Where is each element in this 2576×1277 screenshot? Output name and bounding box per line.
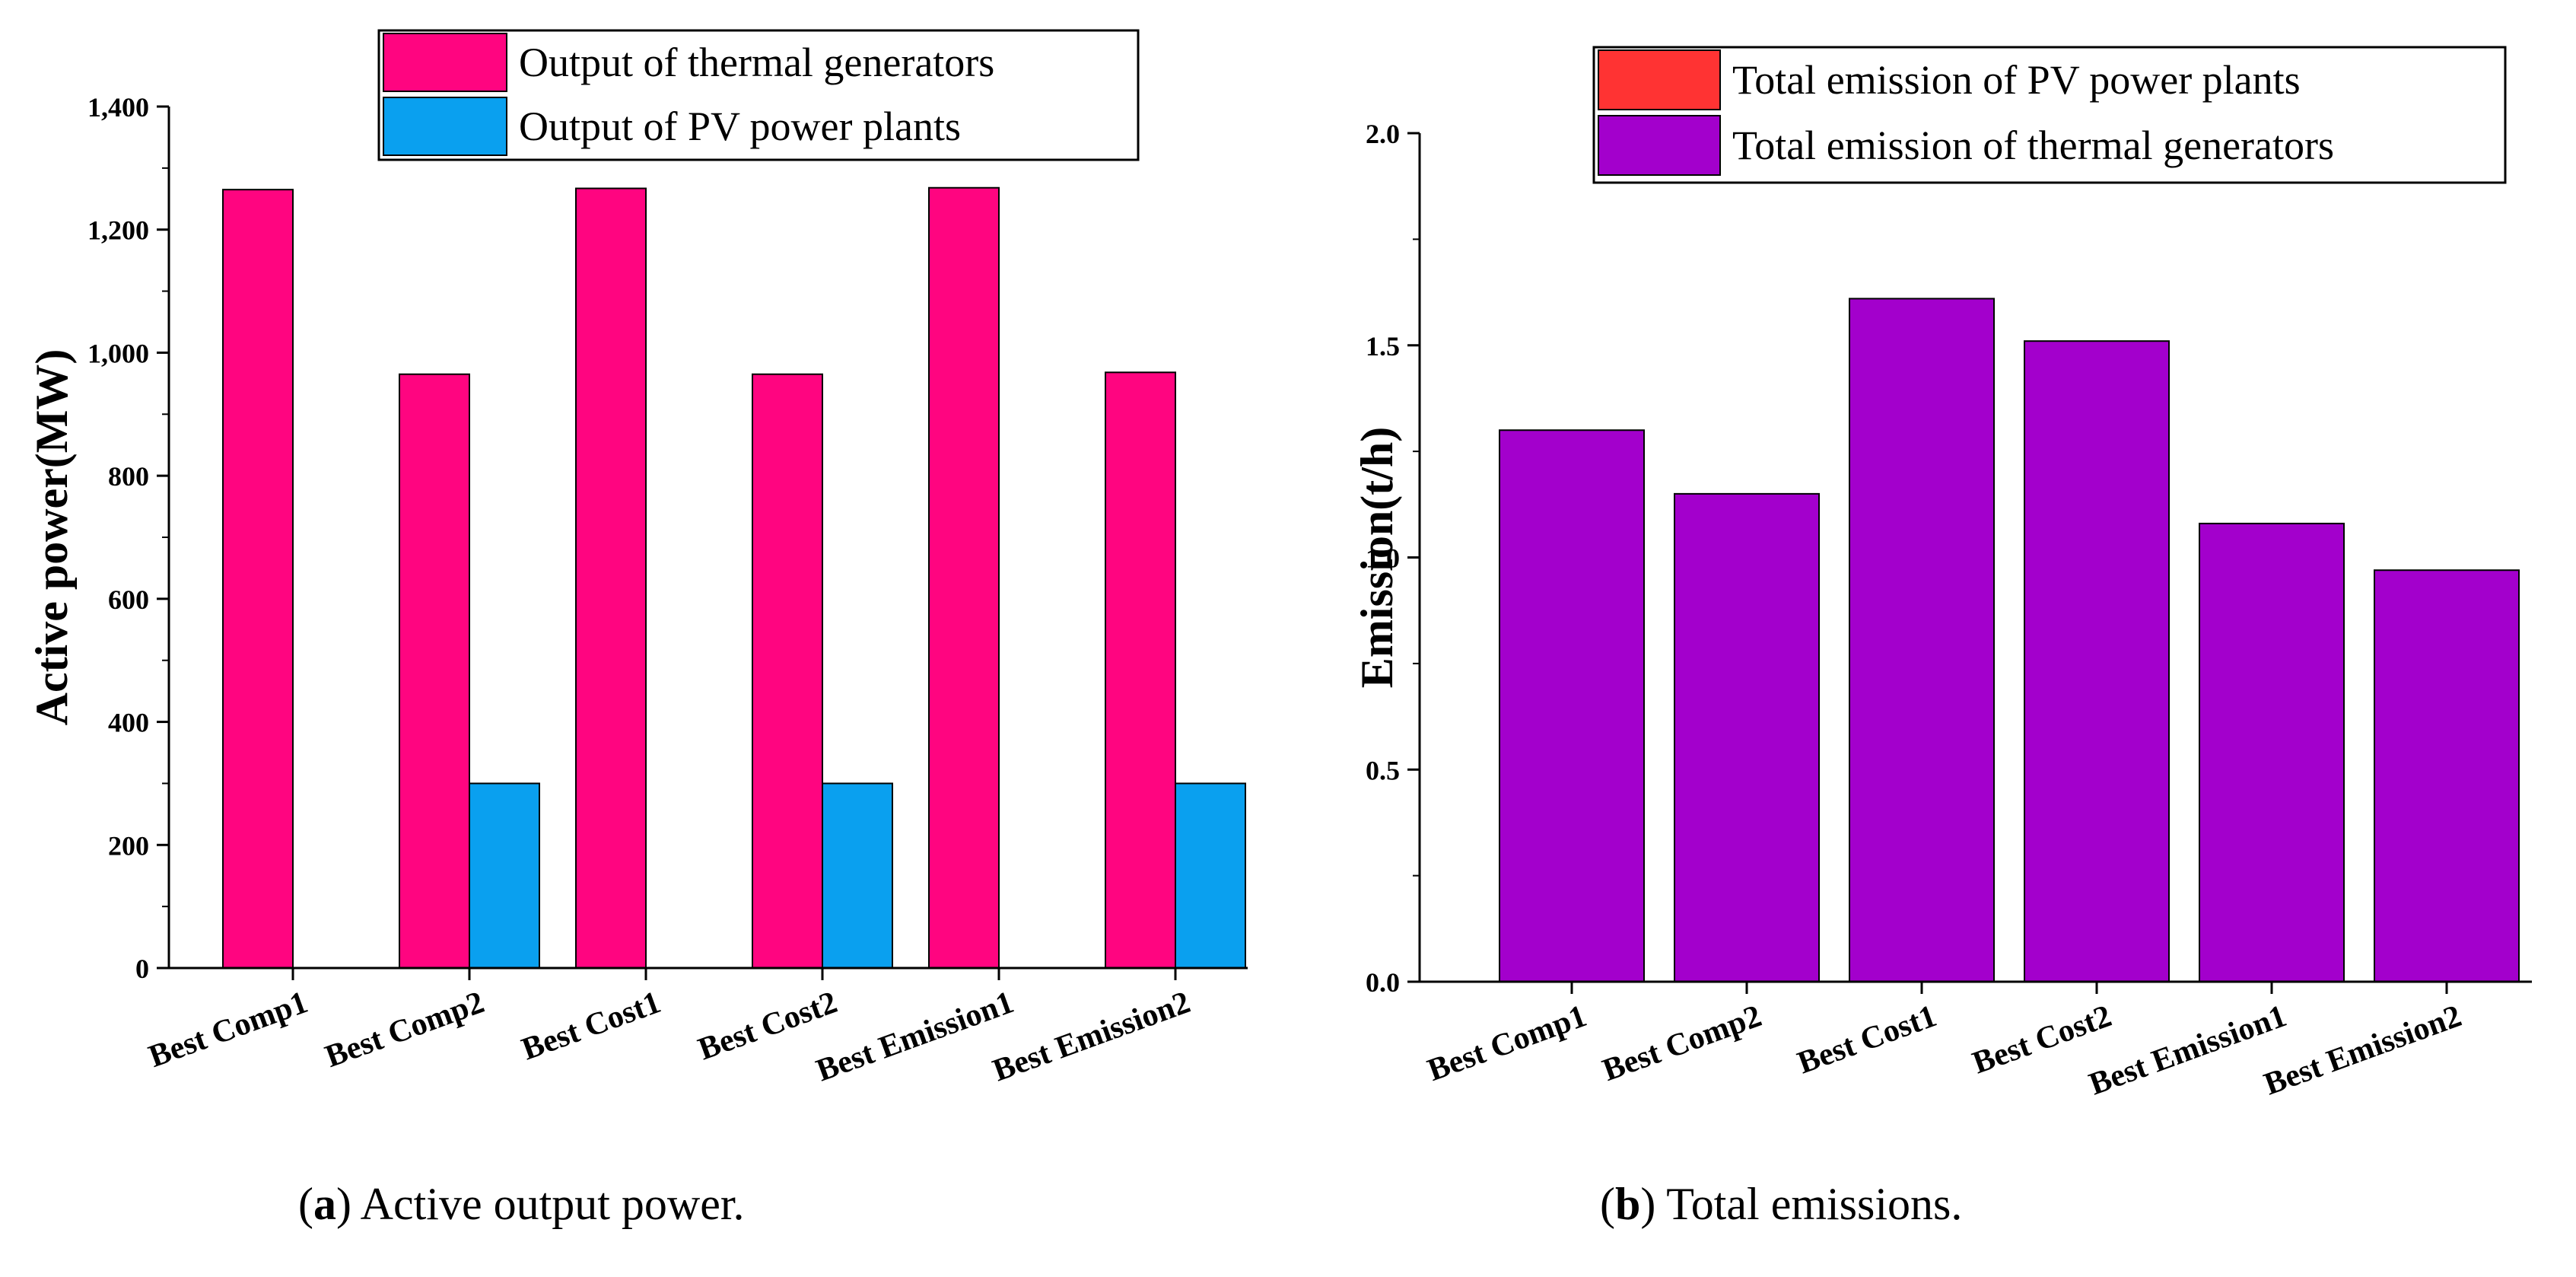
legend-swatch — [1598, 115, 1721, 176]
caption-paren-open: ( — [298, 1179, 313, 1229]
y-tick-label: 1.0 — [1366, 543, 1400, 574]
y-tick-label: 2.0 — [1366, 119, 1400, 149]
bar-thermal — [1674, 492, 1820, 982]
bar-thermal — [2199, 522, 2345, 982]
x-category-label: Best Cost1 — [1793, 998, 1941, 1081]
x-category-label: Best Emission1 — [812, 985, 1018, 1088]
bar-thermal — [1499, 429, 1645, 982]
caption: (b) Total emissions. — [1600, 1179, 1962, 1229]
y-tick-label: 1,400 — [87, 92, 149, 123]
bar-thermal — [575, 187, 647, 969]
caption-paren-close: ) — [336, 1179, 361, 1229]
caption-text: Total emissions. — [1666, 1179, 1962, 1229]
x-category-label: Best Emission2 — [988, 985, 1194, 1088]
bar-thermal — [928, 186, 1000, 969]
bar-pv — [822, 782, 893, 970]
y-tick-label: 0.5 — [1366, 755, 1400, 785]
y-tick-label: 800 — [108, 461, 149, 492]
y-axis-title: Active power(MW) — [27, 349, 77, 726]
y-tick-label: 600 — [108, 584, 149, 615]
legend: Output of thermal generators Output of PV… — [377, 29, 1140, 161]
legend-label: Output of PV power plants — [519, 103, 961, 149]
legend-label: Total emission of thermal generators — [1732, 123, 2334, 168]
caption-paren-open: ( — [1600, 1179, 1615, 1229]
x-category-label: Best Emission1 — [2085, 998, 2291, 1102]
y-tick-label: 200 — [108, 830, 149, 861]
caption-label: a — [313, 1179, 336, 1229]
bar-thermal — [752, 373, 823, 969]
legend-swatch — [1598, 49, 1721, 110]
bar-thermal — [2374, 569, 2520, 982]
legend-box — [1592, 46, 2507, 184]
legend-swatch — [383, 33, 507, 92]
legend-swatch — [383, 97, 507, 156]
caption-text: Active output power. — [361, 1179, 745, 1229]
bar-thermal — [1105, 371, 1176, 969]
bar-thermal — [399, 373, 470, 969]
y-tick-label: 1,000 — [87, 338, 149, 368]
bar-pv — [469, 782, 540, 970]
caption: (a) Active output power. — [298, 1179, 745, 1229]
x-category-label: Best Comp1 — [1423, 998, 1592, 1088]
bar-pv — [1175, 782, 1246, 970]
x-category-label: Best Comp1 — [145, 985, 313, 1075]
bar-thermal — [2024, 340, 2170, 982]
bar-thermal — [1849, 298, 1995, 982]
y-tick-label: 400 — [108, 708, 149, 738]
y-axis-title: Emission(t/h) — [1352, 427, 1402, 688]
x-category-label: Best Cost1 — [517, 985, 665, 1067]
x-category-label: Best Comp2 — [321, 985, 489, 1075]
y-tick-label: 0.0 — [1366, 967, 1400, 998]
x-category-label: Best Comp2 — [1598, 998, 1767, 1088]
x-category-label: Best Emission2 — [2260, 998, 2466, 1102]
y-tick-label: 1.5 — [1366, 331, 1400, 361]
legend-label: Total emission of PV power plants — [1732, 57, 2301, 103]
y-tick-label: 1,200 — [87, 215, 149, 246]
legend: Total emission of PV power plants Total e… — [1592, 46, 2507, 184]
caption-paren-close: ) — [1640, 1179, 1666, 1229]
chart-panel-active-power: 0 200 400 600 800 1,000 1,200 1,400 Active power… — [27, 29, 1248, 1229]
bar-thermal — [222, 189, 294, 969]
caption-label: b — [1615, 1179, 1640, 1229]
y-tick-label: 0 — [135, 954, 149, 984]
legend-label: Output of thermal generators — [519, 40, 994, 85]
